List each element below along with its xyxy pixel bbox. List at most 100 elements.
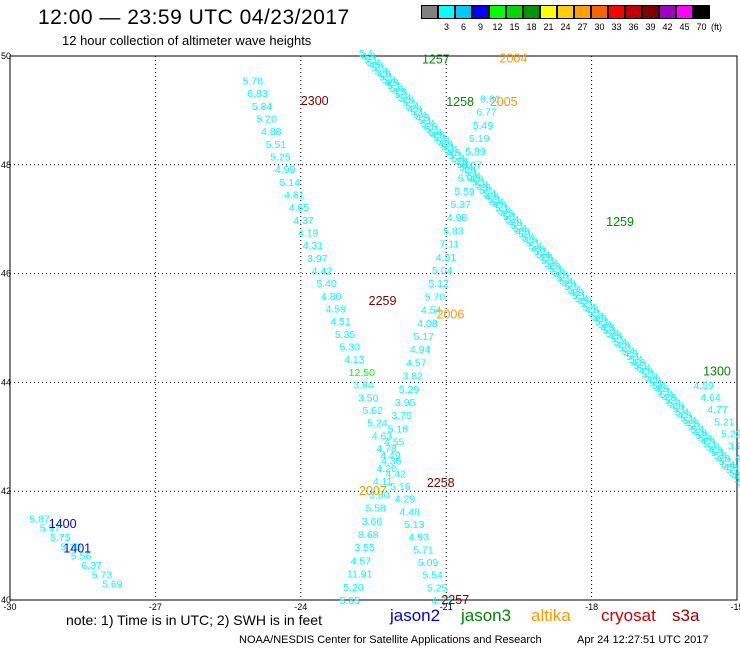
- color-swatch: [676, 5, 693, 19]
- wave-height-value: 4.37: [293, 215, 314, 227]
- diagonal-track-point: 5.1: [734, 474, 740, 485]
- y-tick-label: 48: [1, 160, 11, 170]
- diagonal-track-point: 5.1: [495, 204, 509, 215]
- diagonal-track-point: 5.1: [410, 107, 424, 118]
- wave-height-value: 4.88: [261, 126, 282, 138]
- diagonal-track-point: 4.8: [400, 96, 414, 107]
- wave-height-value: 4.57: [351, 555, 372, 567]
- diagonal-track-point: 5.4: [467, 171, 481, 182]
- diagonal-track-point: 5.4: [436, 136, 450, 147]
- diagonal-track-point: 4.8: [493, 201, 507, 212]
- wave-height-value: 4.29: [395, 494, 416, 506]
- wave-height-value: 3.66: [362, 516, 383, 528]
- wave-height-value: 8.68: [358, 529, 379, 541]
- color-swatch: [642, 5, 659, 19]
- wave-height-value: 6.61: [480, 93, 501, 105]
- wave-height-value: 5.14: [280, 177, 301, 189]
- wave-height-value: 5.73: [92, 569, 113, 581]
- time-label: 1259: [606, 215, 634, 229]
- diagonal-track-point: 5.1: [557, 273, 571, 284]
- wave-height-value: 4.42: [312, 266, 333, 278]
- wave-height-value: 5.71: [413, 544, 434, 556]
- diagonal-track-point: 5.4: [606, 329, 620, 340]
- wave-height-value: 5.51: [266, 139, 287, 151]
- wave-height-value: 3.97: [307, 253, 328, 265]
- wave-height-value: 11.91: [347, 569, 373, 581]
- diagonal-track-point: 5.4: [421, 119, 435, 130]
- diagonal-track-point: 5.4: [390, 84, 404, 95]
- time-label: 2005: [490, 95, 518, 109]
- diagonal-track-point: 5.4: [498, 206, 512, 217]
- color-scale-label: 3: [443, 22, 449, 32]
- wave-height-value: 5.04: [432, 265, 453, 277]
- diagonal-track-point: 5.1: [703, 439, 717, 450]
- diagonal-track-point: 5.1: [372, 64, 386, 75]
- diagonal-track-point: 4.8: [616, 340, 630, 351]
- diagonal-track-point: 5.1: [441, 142, 455, 153]
- color-swatch: [523, 5, 540, 19]
- diagonal-track-point: 4.8: [462, 166, 476, 177]
- diagonal-track-point: 5.4: [559, 276, 573, 287]
- wave-height-value: 3.82: [402, 371, 423, 383]
- y-tick-label: 40: [1, 595, 11, 605]
- diagonal-track-point: 5.4: [575, 294, 589, 305]
- wave-height-value: 5.24: [367, 418, 388, 430]
- wave-height-value: 5.30: [339, 342, 360, 354]
- diagonal-track-point: 4.8: [570, 288, 584, 299]
- color-swatch: [574, 5, 591, 19]
- wave-height-value: 4.57: [406, 357, 427, 369]
- diagonal-track-point: 5.1: [619, 343, 633, 354]
- diagonal-track-point: 5.1: [449, 151, 463, 162]
- diagonal-track-point: 4.8: [654, 384, 668, 395]
- diagonal-track-point: 5.4: [459, 163, 473, 174]
- plot-frame: [9, 55, 738, 601]
- diagonal-track-point: 5.1: [688, 422, 702, 433]
- wave-height-value: 4.99: [275, 164, 296, 176]
- color-swatch: [489, 5, 506, 19]
- wave-height-value: 4.63: [372, 430, 393, 442]
- diagonal-track-point: 5.4: [405, 102, 419, 113]
- wave-height-value: 5.16: [390, 481, 411, 493]
- diagonal-track-point: 4.8: [585, 305, 599, 316]
- wave-height-value: 5.58: [365, 503, 386, 515]
- wave-height-value: 5.37: [451, 199, 472, 211]
- color-swatch: [693, 5, 710, 19]
- time-label: 2007: [359, 484, 387, 498]
- diagonal-track-point: 5.4: [644, 372, 658, 383]
- diagonal-track-point: 5.1: [634, 361, 648, 372]
- satellite-label-altika: altika: [531, 606, 571, 625]
- wave-height-value: 5.54: [422, 570, 443, 582]
- wave-height-value: 4.91: [436, 252, 457, 264]
- diagonal-track-point: 5.4: [544, 259, 558, 270]
- color-scale-label: 9: [477, 22, 483, 32]
- diagonal-track-point: 4.8: [377, 69, 391, 80]
- diagonal-track-point: 5.1: [480, 186, 494, 197]
- wave-height-value: 4.94: [410, 344, 431, 356]
- wave-height-value: 4.42: [386, 468, 407, 480]
- diagonal-track-point: 4.8: [431, 131, 445, 142]
- wave-height-value: 5.12: [428, 278, 449, 290]
- diagonal-track-point: 4.8: [477, 183, 491, 194]
- diagonal-track-point: 5.4: [552, 268, 566, 279]
- wave-height-value: 5.29: [399, 384, 420, 396]
- diagonal-track-point: 5.4: [428, 128, 442, 139]
- wave-height-value: 5.56: [71, 551, 92, 563]
- satellite-label-jason2: jason2: [390, 606, 441, 625]
- wave-height-value: 5.40: [316, 278, 337, 290]
- wave-height-value: 4.36: [381, 456, 402, 468]
- diagonal-track-point: 4.8: [732, 472, 740, 483]
- diagonal-track-point: 5.4: [690, 425, 704, 436]
- diagonal-track-point: 5.4: [536, 250, 550, 261]
- diagonal-track-point: 5.1: [572, 291, 586, 302]
- wave-height-value: 5.85: [340, 595, 361, 607]
- color-scale-label: 24: [560, 22, 571, 32]
- diagonal-track-point: 4.8: [446, 148, 460, 159]
- diagonal-track-point: 5.4: [636, 364, 650, 375]
- diagonal-track-point: 5.4: [629, 355, 643, 366]
- wave-height-value: 3.64: [353, 380, 374, 392]
- diagonal-track-point: 5.4: [660, 390, 674, 401]
- color-scale-label: 42: [662, 22, 673, 32]
- diagonal-track-point: 5.1: [426, 125, 440, 136]
- wave-height-value: 4.64: [700, 392, 721, 404]
